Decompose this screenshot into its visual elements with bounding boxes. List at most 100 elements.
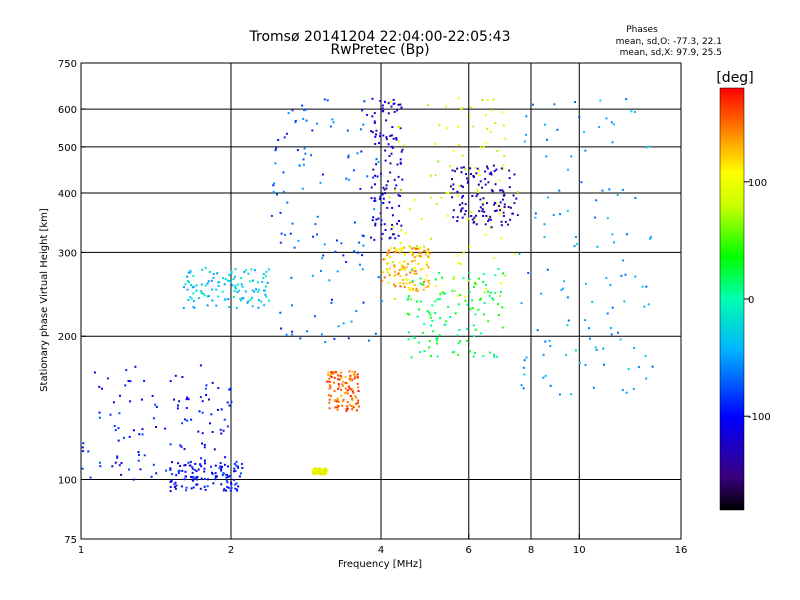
data-point bbox=[332, 121, 335, 124]
data-point bbox=[255, 288, 258, 291]
data-point bbox=[406, 312, 409, 315]
data-point bbox=[350, 377, 353, 380]
data-point bbox=[419, 255, 422, 258]
data-point bbox=[336, 404, 339, 407]
data-point bbox=[634, 111, 636, 113]
data-point bbox=[545, 155, 548, 158]
data-point bbox=[222, 277, 225, 279]
data-point bbox=[621, 189, 624, 191]
data-point bbox=[143, 454, 146, 457]
data-point bbox=[183, 418, 186, 421]
data-point bbox=[349, 395, 352, 397]
data-point bbox=[356, 382, 359, 385]
data-point bbox=[491, 297, 494, 300]
data-point bbox=[232, 296, 235, 298]
data-point bbox=[326, 99, 329, 102]
data-point bbox=[595, 348, 598, 351]
data-point bbox=[609, 327, 612, 329]
data-point bbox=[267, 268, 270, 271]
data-point bbox=[227, 475, 230, 478]
data-point bbox=[385, 138, 388, 141]
data-point bbox=[410, 268, 413, 271]
data-point bbox=[229, 475, 231, 477]
data-point bbox=[277, 139, 280, 141]
data-point bbox=[356, 409, 358, 412]
data-point bbox=[461, 207, 464, 210]
data-point bbox=[387, 270, 390, 273]
data-point bbox=[473, 218, 476, 221]
data-point bbox=[487, 290, 489, 293]
data-point bbox=[389, 236, 392, 239]
data-point bbox=[456, 190, 459, 193]
data-point bbox=[413, 198, 416, 201]
data-point bbox=[489, 291, 492, 294]
data-point bbox=[224, 456, 227, 459]
data-point bbox=[429, 174, 432, 177]
data-point bbox=[384, 100, 386, 103]
data-point bbox=[488, 351, 491, 354]
data-point bbox=[566, 209, 569, 212]
data-point bbox=[397, 194, 400, 197]
data-point bbox=[481, 203, 484, 206]
data-point bbox=[106, 377, 109, 380]
data-point bbox=[177, 472, 180, 475]
data-point bbox=[427, 266, 430, 269]
data-point bbox=[380, 237, 383, 240]
data-point bbox=[398, 220, 400, 222]
data-point bbox=[415, 289, 418, 292]
data-point bbox=[375, 158, 378, 161]
data-point bbox=[186, 419, 189, 422]
data-point bbox=[407, 286, 410, 289]
data-point bbox=[603, 363, 605, 366]
data-point bbox=[463, 213, 466, 216]
data-point bbox=[487, 181, 490, 184]
data-point bbox=[546, 268, 549, 271]
data-point bbox=[234, 487, 237, 490]
data-point bbox=[215, 476, 218, 479]
data-point bbox=[477, 277, 480, 280]
data-point bbox=[210, 413, 213, 416]
data-point bbox=[588, 327, 590, 330]
data-point bbox=[192, 285, 195, 288]
data-point bbox=[387, 143, 390, 146]
data-point bbox=[439, 293, 442, 296]
data-point bbox=[411, 281, 414, 283]
data-point bbox=[194, 477, 197, 480]
data-point bbox=[220, 468, 223, 471]
data-point bbox=[220, 469, 223, 472]
y-axis-ticks: 75 100 200 300 400 500 600 750 bbox=[58, 59, 86, 546]
data-point bbox=[310, 154, 313, 157]
data-point bbox=[205, 394, 208, 396]
data-point bbox=[428, 252, 431, 255]
data-point bbox=[315, 472, 318, 475]
data-point bbox=[411, 247, 414, 250]
data-point bbox=[407, 338, 410, 341]
data-point bbox=[542, 353, 545, 356]
data-point bbox=[183, 464, 186, 467]
data-point bbox=[182, 306, 185, 309]
data-point bbox=[460, 208, 463, 211]
data-point bbox=[440, 196, 443, 199]
data-point bbox=[249, 280, 252, 283]
data-point bbox=[336, 406, 339, 409]
data-point bbox=[401, 178, 404, 181]
data-point bbox=[348, 403, 351, 406]
data-point bbox=[481, 208, 484, 210]
data-point bbox=[648, 145, 651, 148]
data-point bbox=[482, 273, 485, 275]
data-point bbox=[472, 125, 475, 128]
data-point bbox=[272, 184, 275, 187]
data-point bbox=[303, 109, 306, 112]
data-point bbox=[634, 196, 637, 199]
data-point bbox=[361, 254, 364, 257]
data-point bbox=[380, 202, 383, 205]
data-point bbox=[389, 100, 392, 103]
data-point bbox=[235, 482, 238, 485]
data-point bbox=[204, 387, 207, 390]
data-point bbox=[137, 459, 140, 462]
data-point bbox=[337, 374, 340, 377]
data-point bbox=[93, 371, 96, 374]
data-point bbox=[552, 214, 555, 216]
data-point bbox=[185, 486, 188, 489]
data-point bbox=[424, 278, 427, 281]
